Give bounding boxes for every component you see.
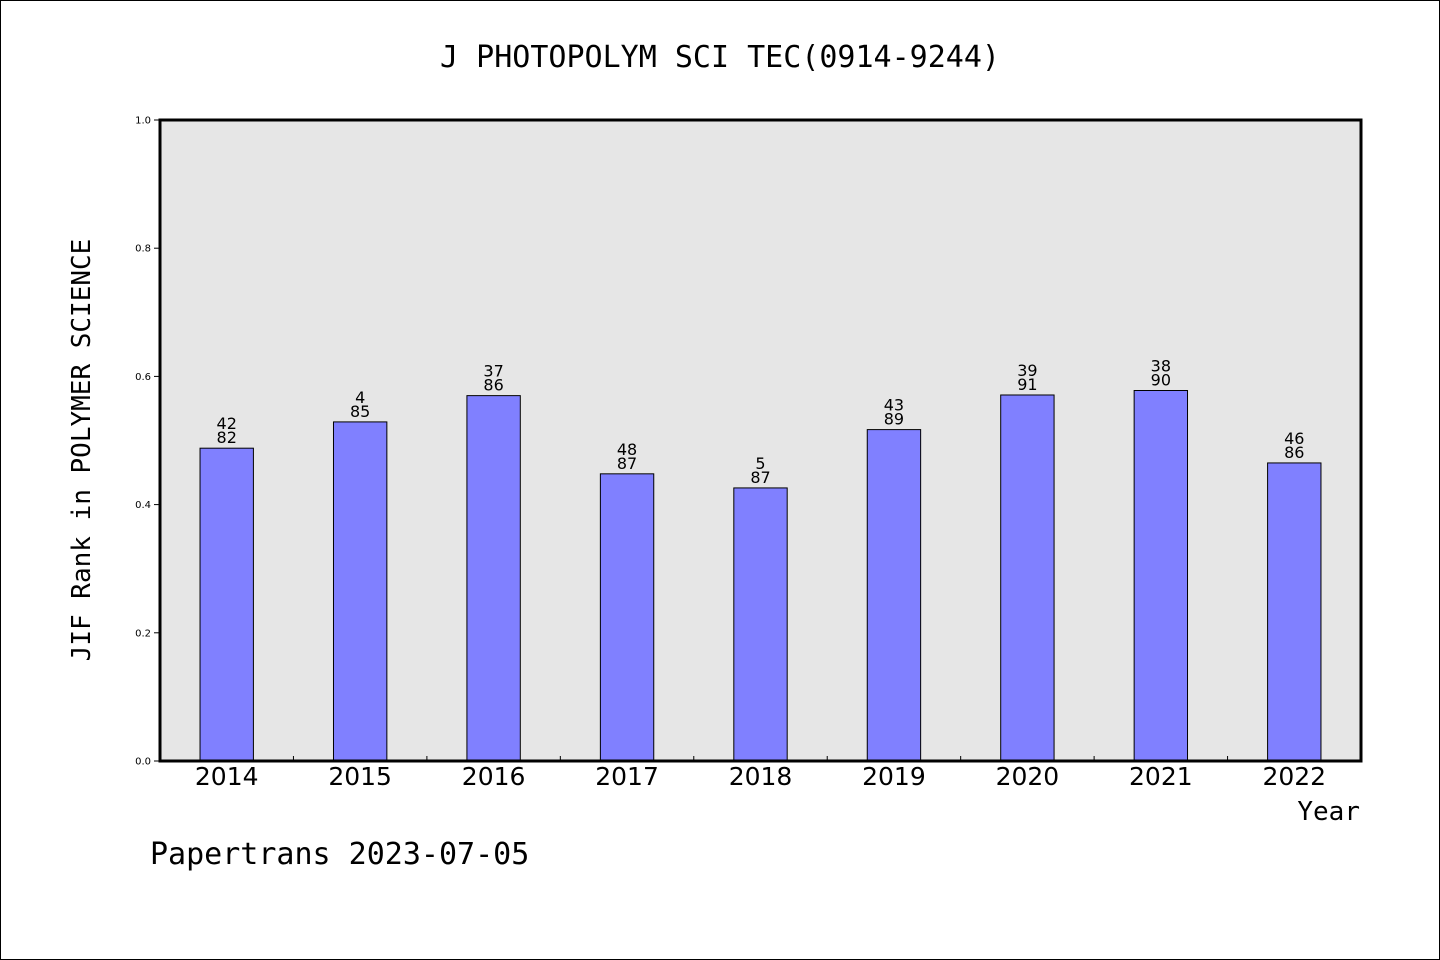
bar-2017 xyxy=(599,473,655,762)
bar-rank-label: 5 xyxy=(755,454,765,473)
bar-total-label: 87 xyxy=(617,454,637,473)
bar-rank-label: 4 xyxy=(355,388,365,407)
bar-rank-label: 42 xyxy=(217,414,237,433)
bar-2015 xyxy=(332,421,388,762)
chart-title: J PHOTOPOLYM SCI TEC(0914-9244) xyxy=(440,40,1000,75)
x-tick-label: 2018 xyxy=(729,762,793,791)
bar-2016 xyxy=(466,395,521,762)
bar-2022 xyxy=(1267,462,1322,762)
x-ticks-layer: 2014 2015 2016 2017 2018 2019 2020 2021 2022 xyxy=(195,756,1326,791)
y-ticks-layer: 0.0 0.2 0.4 0.6 0.8 1.0 xyxy=(135,116,160,768)
x-tick-label: 2019 xyxy=(862,762,926,791)
bar-rank-label: 37 xyxy=(483,362,503,381)
bar-2021 xyxy=(1133,390,1189,762)
y-tick-label: 0.6 xyxy=(135,372,151,383)
y-tick-label: 1.0 xyxy=(135,116,151,127)
bar-total-label: 86 xyxy=(1284,443,1304,462)
x-tick-label: 2021 xyxy=(1129,762,1193,791)
y-axis-label: JIF Rank in POLYMER SCIENCE xyxy=(67,239,97,662)
y-tick-label: 0.0 xyxy=(135,757,151,768)
bar-2018 xyxy=(733,487,788,762)
bar-total-label: 90 xyxy=(1151,371,1171,390)
y-tick-label: 0.4 xyxy=(135,500,151,511)
x-axis-label: Year xyxy=(1297,797,1360,827)
bar-rank-label: 43 xyxy=(884,396,904,415)
x-tick-label: 2015 xyxy=(328,762,392,791)
bar-total-label: 85 xyxy=(350,402,370,421)
footer-text: Papertrans 2023-07-05 xyxy=(150,837,529,872)
bar-total-label: 86 xyxy=(483,376,503,395)
y-tick-label: 0.8 xyxy=(135,244,151,255)
bar-total-label: 89 xyxy=(884,410,904,429)
bar-rank-label: 38 xyxy=(1151,357,1171,376)
y-tick-label: 0.2 xyxy=(135,628,151,639)
bar-rank-label: 39 xyxy=(1017,361,1037,380)
bar-rank-label: 46 xyxy=(1284,429,1304,448)
bar-total-label: 91 xyxy=(1017,375,1037,394)
plot-border xyxy=(158,118,1363,763)
bar-2020 xyxy=(1000,394,1055,762)
bar-rank-label: 48 xyxy=(617,440,637,459)
bar-2014 xyxy=(199,447,254,762)
bar-total-label: 87 xyxy=(750,468,770,487)
bar-2019 xyxy=(866,429,922,762)
bar-total-label: 82 xyxy=(217,428,237,447)
x-tick-label: 2016 xyxy=(462,762,526,791)
x-tick-label: 2022 xyxy=(1262,762,1326,791)
x-tick-label: 2017 xyxy=(595,762,659,791)
x-tick-label: 2020 xyxy=(996,762,1060,791)
bars-layer xyxy=(199,390,1322,762)
x-tick-label: 2014 xyxy=(195,762,259,791)
